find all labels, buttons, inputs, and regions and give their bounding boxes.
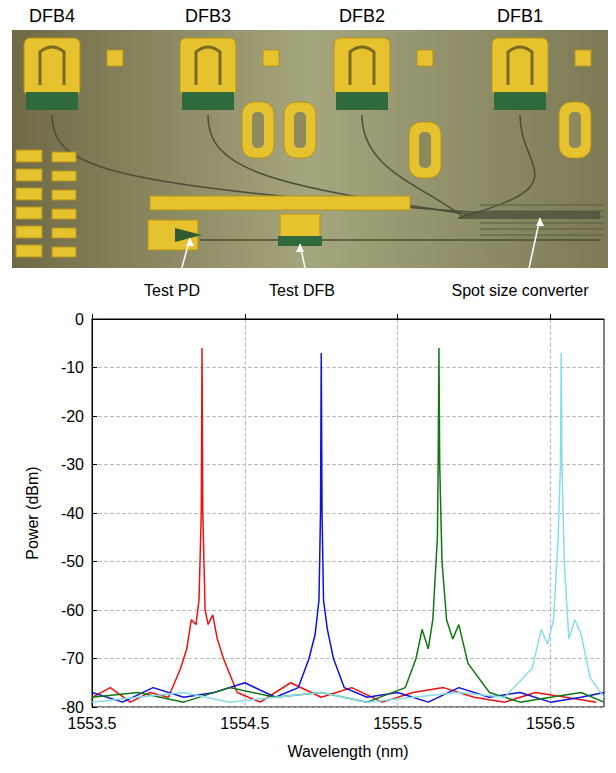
svg-text:1555.5: 1555.5 bbox=[373, 715, 422, 732]
svg-text:-40: -40 bbox=[61, 505, 84, 522]
svg-text:-80: -80 bbox=[61, 699, 84, 716]
svg-text:Test DFB: Test DFB bbox=[269, 282, 335, 299]
svg-text:-70: -70 bbox=[61, 650, 84, 667]
svg-text:0: 0 bbox=[75, 311, 84, 328]
svg-text:-10: -10 bbox=[61, 359, 84, 376]
svg-text:1554.5: 1554.5 bbox=[220, 715, 269, 732]
svg-text:DFB2: DFB2 bbox=[339, 6, 385, 26]
svg-text:1553.5: 1553.5 bbox=[68, 715, 117, 732]
svg-text:Power (dBm): Power (dBm) bbox=[24, 466, 41, 559]
svg-text:DFB3: DFB3 bbox=[185, 6, 231, 26]
svg-text:-50: -50 bbox=[61, 553, 84, 570]
svg-text:DFB1: DFB1 bbox=[497, 6, 543, 26]
svg-text:Wavelength (nm): Wavelength (nm) bbox=[287, 743, 408, 760]
svg-text:-20: -20 bbox=[61, 408, 84, 425]
svg-text:Spot size converter: Spot size converter bbox=[452, 282, 590, 299]
svg-text:-60: -60 bbox=[61, 602, 84, 619]
svg-text:DFB4: DFB4 bbox=[29, 6, 75, 26]
svg-text:1556.5: 1556.5 bbox=[526, 715, 575, 732]
svg-text:-30: -30 bbox=[61, 456, 84, 473]
svg-text:Test PD: Test PD bbox=[144, 282, 200, 299]
